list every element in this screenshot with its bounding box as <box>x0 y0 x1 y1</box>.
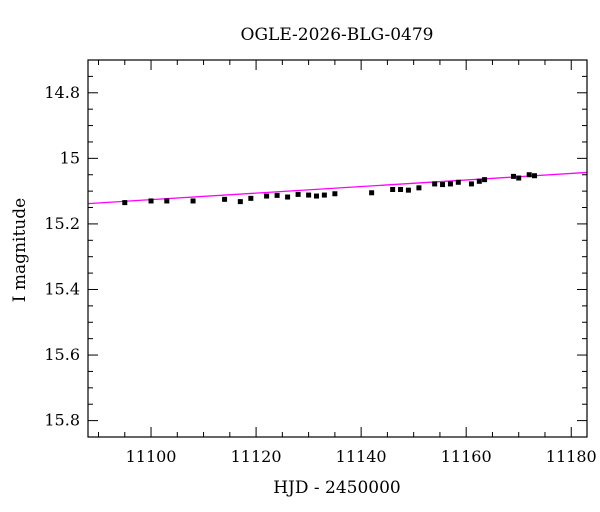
data-point <box>390 186 396 192</box>
y-tick-label: 14.8 <box>44 83 80 102</box>
data-point <box>321 192 327 198</box>
data-point <box>248 195 254 201</box>
data-points-layer <box>122 172 537 206</box>
data-point <box>313 193 319 199</box>
plot-area <box>87 171 588 206</box>
data-point <box>531 173 537 179</box>
data-point <box>285 194 291 200</box>
data-point <box>432 181 438 187</box>
x-tick-label: 11120 <box>231 447 282 466</box>
y-axis-tick-labels: 14.8 15 15.2 15.4 15.6 15.8 <box>44 83 80 430</box>
x-tick-label: 11180 <box>546 447 597 466</box>
data-point <box>295 191 301 197</box>
x-axis-tick-labels: 11100 11120 11140 11160 11180 <box>126 447 597 466</box>
data-point <box>468 181 474 187</box>
data-point <box>222 196 228 202</box>
y-tick-label: 15.6 <box>44 345 80 364</box>
data-point <box>264 193 270 199</box>
x-tick-label: 11140 <box>336 447 387 466</box>
y-tick-label: 15.4 <box>44 279 80 298</box>
data-point <box>164 198 170 204</box>
data-point <box>190 198 196 204</box>
data-point <box>516 175 522 181</box>
data-point <box>237 199 243 205</box>
plot-frame <box>87 59 588 438</box>
data-point <box>510 173 516 179</box>
y-tick-label: 15.8 <box>44 411 80 430</box>
data-point <box>416 185 422 191</box>
data-point <box>447 181 453 187</box>
x-tick-label: 11160 <box>441 447 492 466</box>
y-tick-label: 15 <box>60 148 80 167</box>
data-point <box>148 198 154 204</box>
model-fit-line <box>87 171 588 205</box>
data-point <box>274 192 280 198</box>
data-point <box>476 178 482 184</box>
data-point <box>332 191 338 197</box>
y-tick-label: 15.2 <box>44 214 80 233</box>
data-point <box>526 172 532 178</box>
data-point <box>440 182 446 188</box>
data-point <box>306 192 312 198</box>
x-axis-label: HJD - 2450000 <box>273 478 401 498</box>
data-point <box>405 187 411 193</box>
model-fit-layer <box>87 171 588 205</box>
data-point <box>455 179 461 185</box>
chart-title: OGLE-2026-BLG-0479 <box>241 25 434 45</box>
x-tick-label: 11100 <box>126 447 177 466</box>
data-point <box>122 200 128 206</box>
y-axis-ticks <box>88 59 587 438</box>
data-point <box>398 186 404 192</box>
data-point <box>369 190 375 196</box>
x-axis-ticks <box>98 60 572 437</box>
data-point <box>482 177 488 183</box>
y-axis-label: I magnitude <box>10 198 30 302</box>
